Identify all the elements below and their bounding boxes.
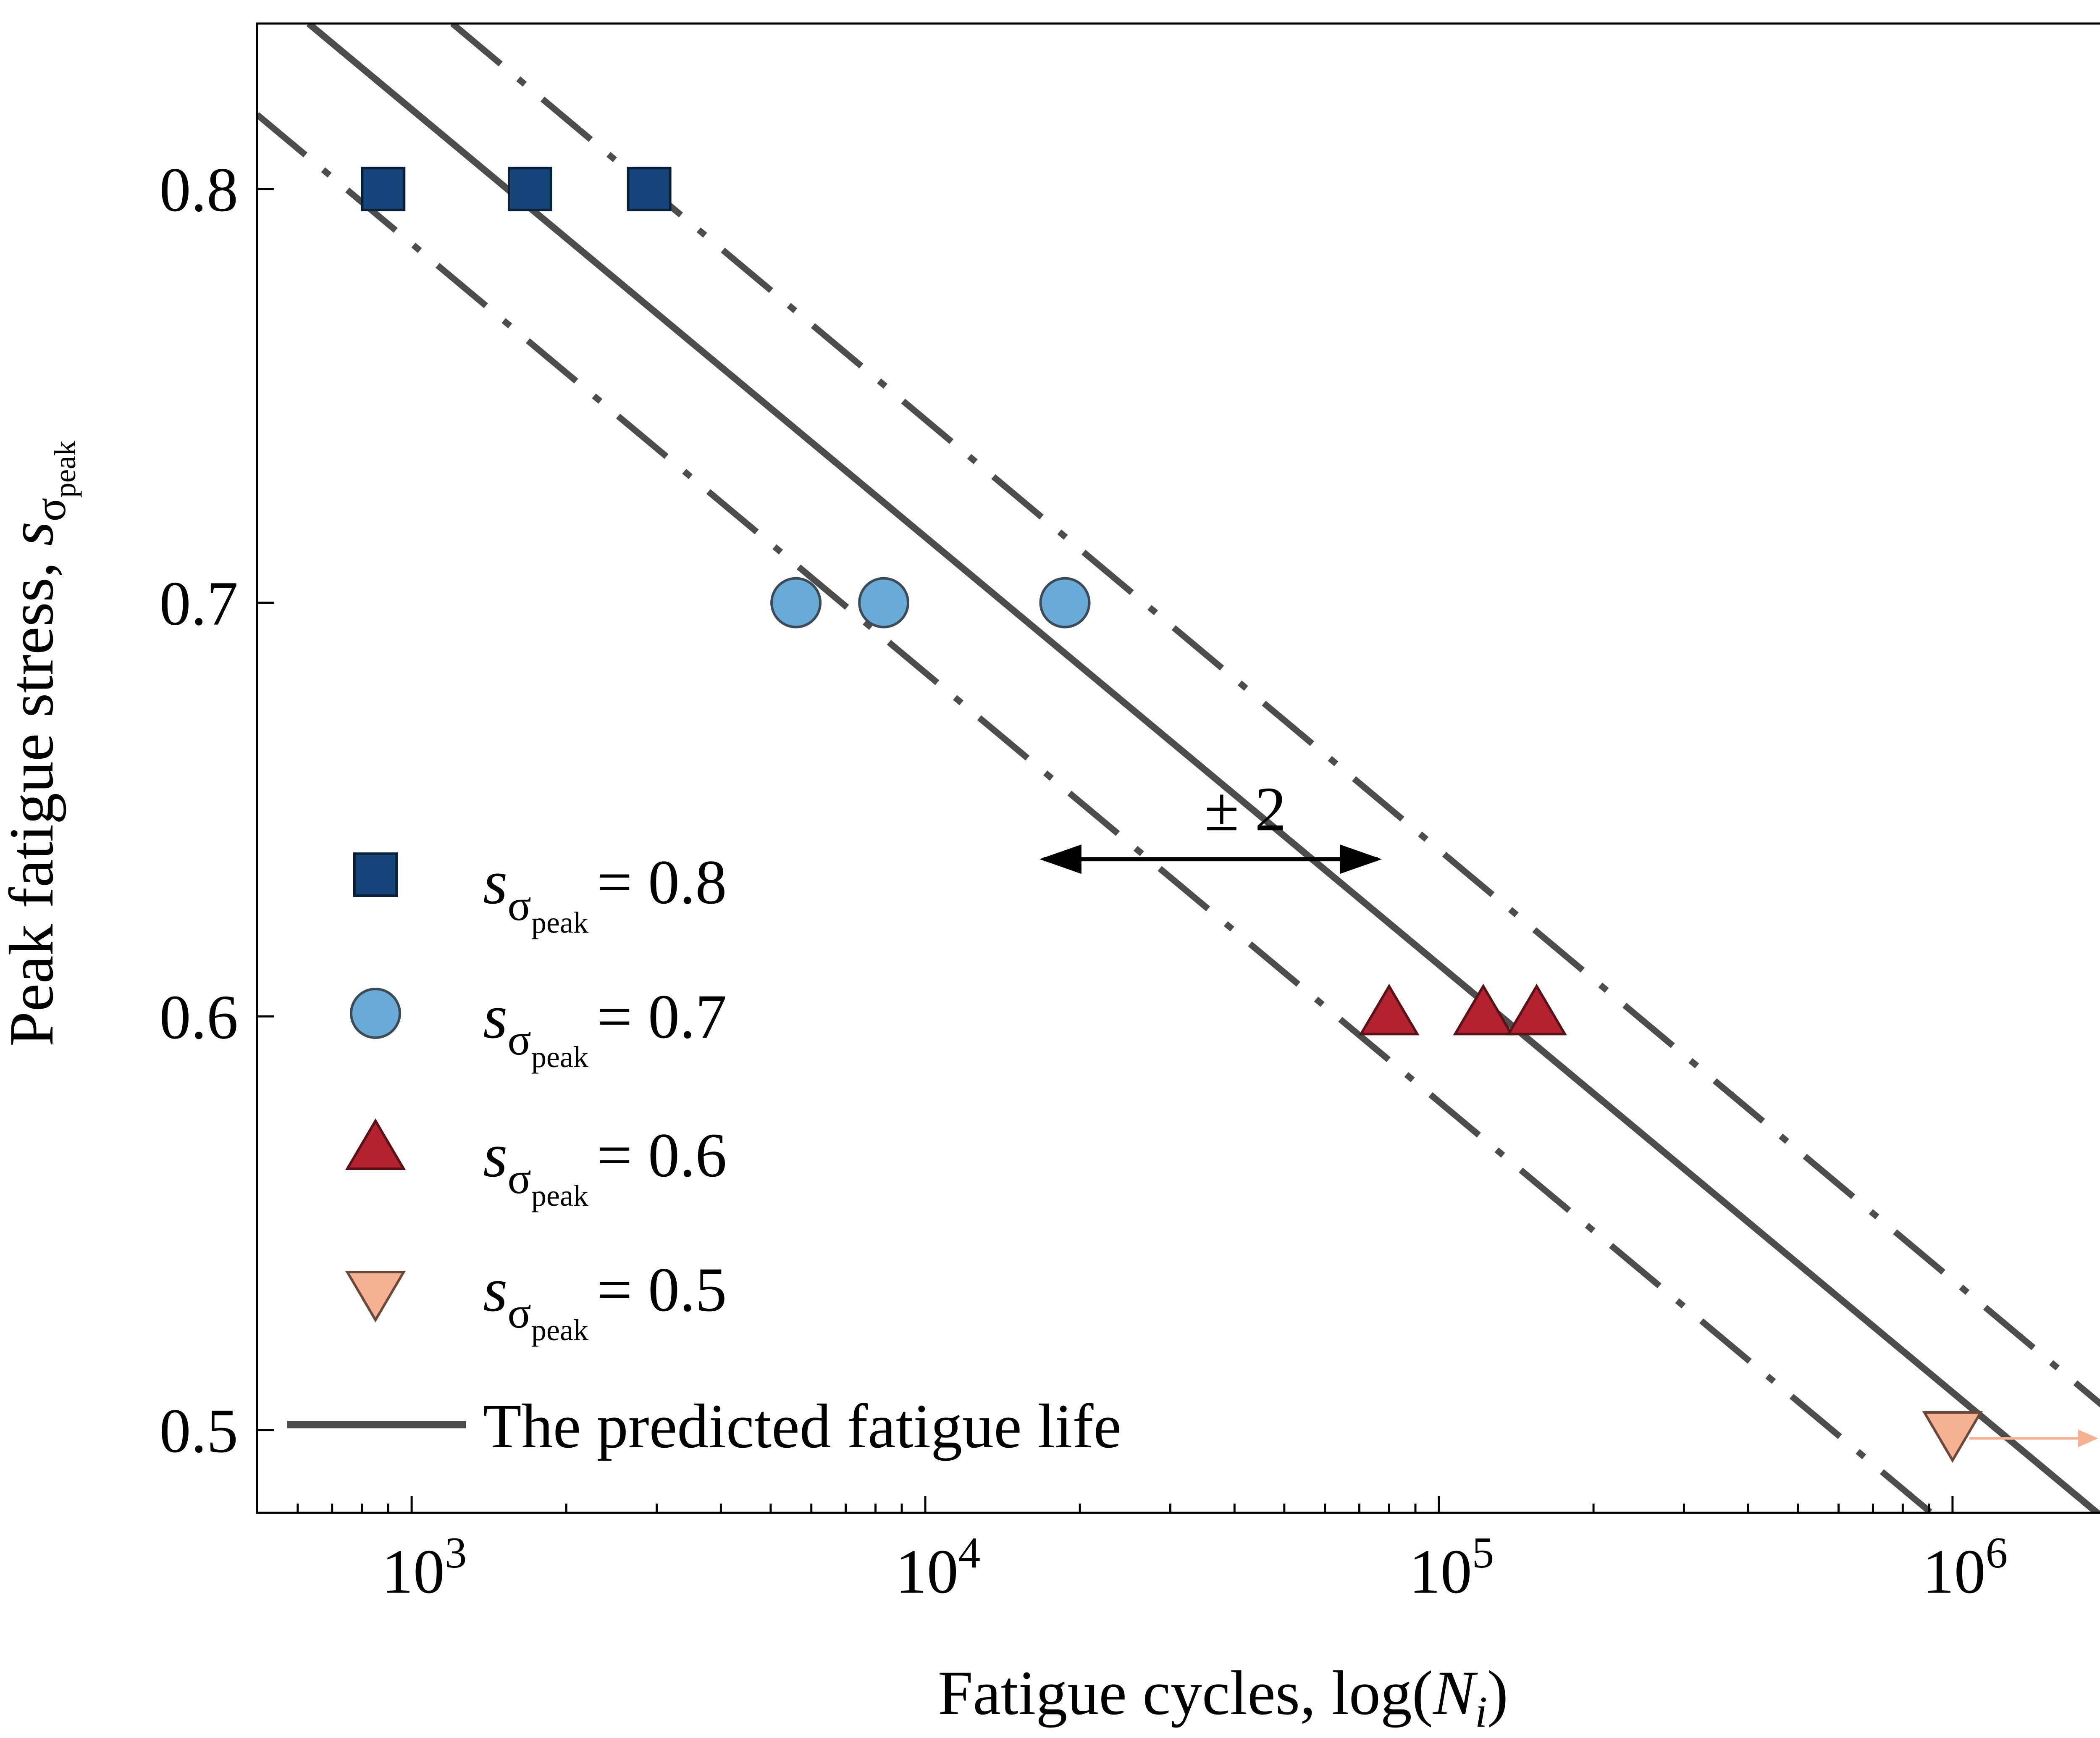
axis-ticks [256,188,1954,1513]
x-tick-label: 103 [382,1528,467,1607]
x-tick-label: 105 [1409,1528,1494,1607]
y-tick-labels: 0.5 0.6 0.7 0.8 [160,155,239,1466]
x-tick-label: 104 [895,1528,981,1607]
data-point-square [361,166,406,211]
data-point-triangle-up [1359,983,1420,1036]
legend-marker-square [353,852,398,897]
legend-marker-circle [350,988,401,1039]
y-axis-title: Peak fatigue stress, sσpeak [0,441,82,1046]
bound-line [450,24,2100,1408]
legend-marker-triangle-up [345,1118,406,1170]
tolerance-label: ± 2 [1205,774,1286,844]
data-point-circle [1039,577,1091,628]
legend-label-0.6: sσpeak= 0.6 [483,1120,727,1212]
scatter-markers [361,166,1983,1463]
plot-frame [256,22,2100,1514]
y-tick-label: 0.6 [160,982,239,1052]
reference-lines [257,24,2100,1513]
legend-label-0.8: sσpeak= 0.8 [483,847,727,939]
x-tick-labels: 103 104 105 106 [382,1528,2008,1607]
tolerance-annotation: ± 2 [1039,774,1382,874]
data-point-circle [770,577,822,628]
data-point-square [627,166,672,211]
x-tick-label: 106 [1923,1528,2008,1607]
y-tick-label: 0.5 [160,1396,239,1466]
y-tick-label: 0.7 [160,569,239,639]
legend-marker-triangle-down [345,1271,406,1323]
predicted-life-line [306,24,2100,1513]
legend-label-0.7: sσpeak= 0.7 [483,982,727,1074]
data-point-square [507,166,552,211]
bound-line [257,112,1936,1513]
data-point-triangle-down [1922,1411,1983,1463]
legend-label-predicted: The predicted fatigue life [483,1391,1121,1461]
data-point-circle [858,577,910,628]
legend: sσpeak= 0.8 sσpeak= 0.7 sσpeak= 0.6 sσpe… [287,847,1121,1461]
y-tick-label: 0.8 [160,155,239,225]
data-point-triangle-up [1453,983,1514,1036]
legend-label-0.5: sσpeak= 0.5 [483,1255,727,1347]
x-axis-title: Fatigue cycles, log(Ni) [938,1658,1508,1736]
data-point-triangle-up [1506,983,1567,1036]
